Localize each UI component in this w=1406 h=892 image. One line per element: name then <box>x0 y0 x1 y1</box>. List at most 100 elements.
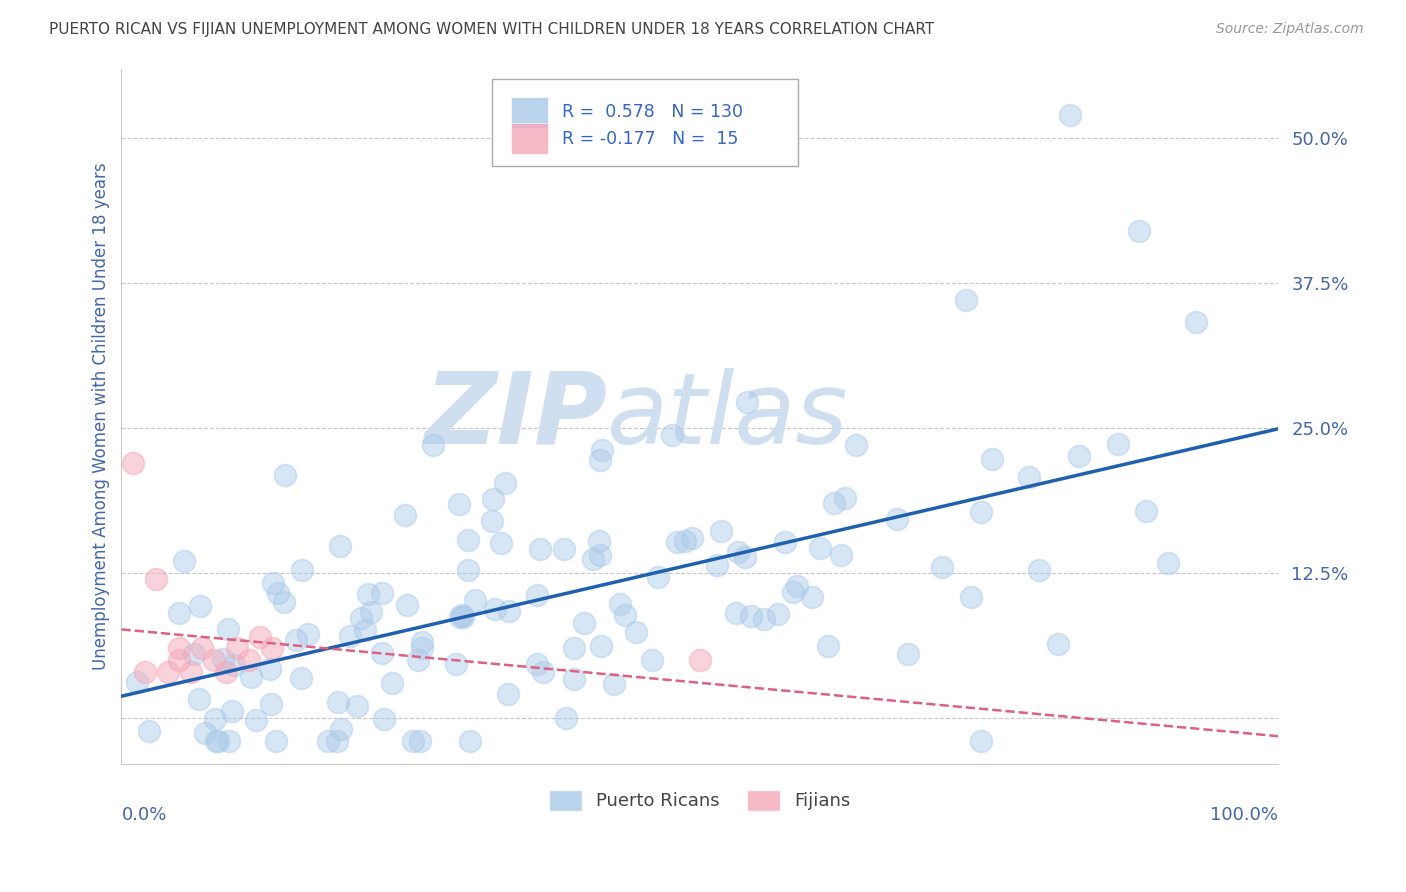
Point <box>1157 556 1180 570</box>
Point <box>188 599 211 614</box>
Point <box>589 639 612 653</box>
Point <box>411 635 433 649</box>
Point <box>969 505 991 519</box>
Point <box>214 665 236 679</box>
Point <box>297 627 319 641</box>
Point <box>1184 315 1206 329</box>
Point <box>218 734 240 748</box>
Point <box>830 548 852 562</box>
Point <box>457 563 479 577</box>
Point <box>444 657 467 672</box>
Point <box>330 723 353 737</box>
Point <box>449 496 471 510</box>
Point <box>125 674 148 689</box>
Point <box>1128 224 1150 238</box>
Point <box>817 639 839 653</box>
Point <box>1047 637 1070 651</box>
Point <box>260 641 283 656</box>
Point <box>647 569 669 583</box>
Point <box>614 608 637 623</box>
Point <box>169 641 191 656</box>
Point <box>959 590 981 604</box>
Point <box>931 559 953 574</box>
Point <box>768 607 790 621</box>
Point <box>409 734 432 748</box>
Point <box>496 687 519 701</box>
Point <box>531 665 554 679</box>
Point <box>1069 450 1091 464</box>
Point <box>481 514 503 528</box>
Point <box>529 542 551 557</box>
Point <box>451 610 474 624</box>
Point <box>589 453 612 467</box>
Point <box>624 625 647 640</box>
Point <box>212 652 235 666</box>
Point <box>1028 563 1050 577</box>
Point <box>145 572 167 586</box>
FancyBboxPatch shape <box>512 123 548 154</box>
Point <box>394 508 416 522</box>
Point <box>786 579 808 593</box>
Point <box>673 533 696 548</box>
Point <box>259 662 281 676</box>
Point <box>188 691 211 706</box>
Point <box>775 535 797 549</box>
Text: ZIP: ZIP <box>425 368 607 465</box>
Point <box>226 641 249 656</box>
Point <box>217 622 239 636</box>
Point <box>396 598 419 612</box>
Point <box>318 734 340 748</box>
Point <box>273 594 295 608</box>
Point <box>661 427 683 442</box>
Text: R =  0.578   N = 130: R = 0.578 N = 130 <box>562 103 744 121</box>
Point <box>290 671 312 685</box>
Point <box>572 616 595 631</box>
Point <box>402 734 425 748</box>
Text: atlas: atlas <box>607 368 849 465</box>
Point <box>326 734 349 748</box>
Point <box>373 712 395 726</box>
Text: 100.0%: 100.0% <box>1211 806 1278 824</box>
Point <box>239 670 262 684</box>
Point <box>180 665 202 679</box>
Point <box>562 672 585 686</box>
Point <box>204 712 226 726</box>
Point <box>191 641 214 656</box>
Point <box>489 535 512 549</box>
Point <box>134 665 156 679</box>
Point <box>734 550 756 565</box>
Point <box>284 633 307 648</box>
Point <box>354 624 377 638</box>
Point <box>326 695 349 709</box>
Point <box>264 734 287 748</box>
Point <box>156 665 179 679</box>
Point <box>1018 469 1040 483</box>
Point <box>896 647 918 661</box>
Point <box>183 648 205 662</box>
Point <box>710 524 733 539</box>
Point <box>138 723 160 738</box>
Point <box>274 468 297 483</box>
Point <box>173 554 195 568</box>
Point <box>801 590 824 604</box>
Text: Source: ZipAtlas.com: Source: ZipAtlas.com <box>1216 22 1364 37</box>
Point <box>609 597 631 611</box>
Point <box>564 640 586 655</box>
Point <box>122 456 145 470</box>
Point <box>357 587 380 601</box>
Point <box>207 734 229 748</box>
Point <box>494 475 516 490</box>
Point <box>169 653 191 667</box>
Point <box>484 602 506 616</box>
Point <box>482 492 505 507</box>
Point <box>194 726 217 740</box>
Text: 0.0%: 0.0% <box>121 806 167 824</box>
Point <box>458 734 481 748</box>
Point <box>1107 437 1129 451</box>
Point <box>422 438 444 452</box>
Point <box>834 491 856 505</box>
Point <box>406 653 429 667</box>
Point <box>371 646 394 660</box>
Point <box>706 558 728 573</box>
Point <box>339 630 361 644</box>
